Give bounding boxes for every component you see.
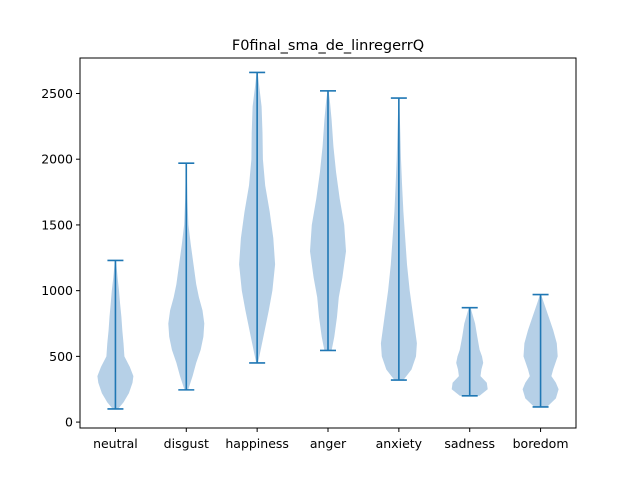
y-tick-label-500: 500 <box>49 349 73 364</box>
y-tick-label-2000: 2000 <box>41 152 73 167</box>
x-tick-label-anxiety: anxiety <box>376 436 423 451</box>
x-tick-label-boredom: boredom <box>513 436 569 451</box>
x-axis: neutral disgust happiness anger anxiety sadne… <box>93 428 569 451</box>
x-tick-label-neutral: neutral <box>93 436 138 451</box>
whisker-layer <box>107 71 549 410</box>
x-tick-label-happiness: happiness <box>225 436 289 451</box>
chart-title: F0final_sma_de_linregerrQ <box>232 38 424 54</box>
x-tick-label-sadness: sadness <box>444 436 495 451</box>
y-tick-label-1000: 1000 <box>41 283 73 298</box>
plot-frame <box>79 57 577 429</box>
x-tick-label-anger: anger <box>310 436 347 451</box>
x-tick-label-disgust: disgust <box>164 436 209 451</box>
y-axis: 0 500 1000 1500 2000 2500 <box>41 86 80 430</box>
y-tick-label-1500: 1500 <box>41 217 73 232</box>
y-tick-label-0: 0 <box>65 415 73 430</box>
y-tick-label-2500: 2500 <box>41 86 73 101</box>
